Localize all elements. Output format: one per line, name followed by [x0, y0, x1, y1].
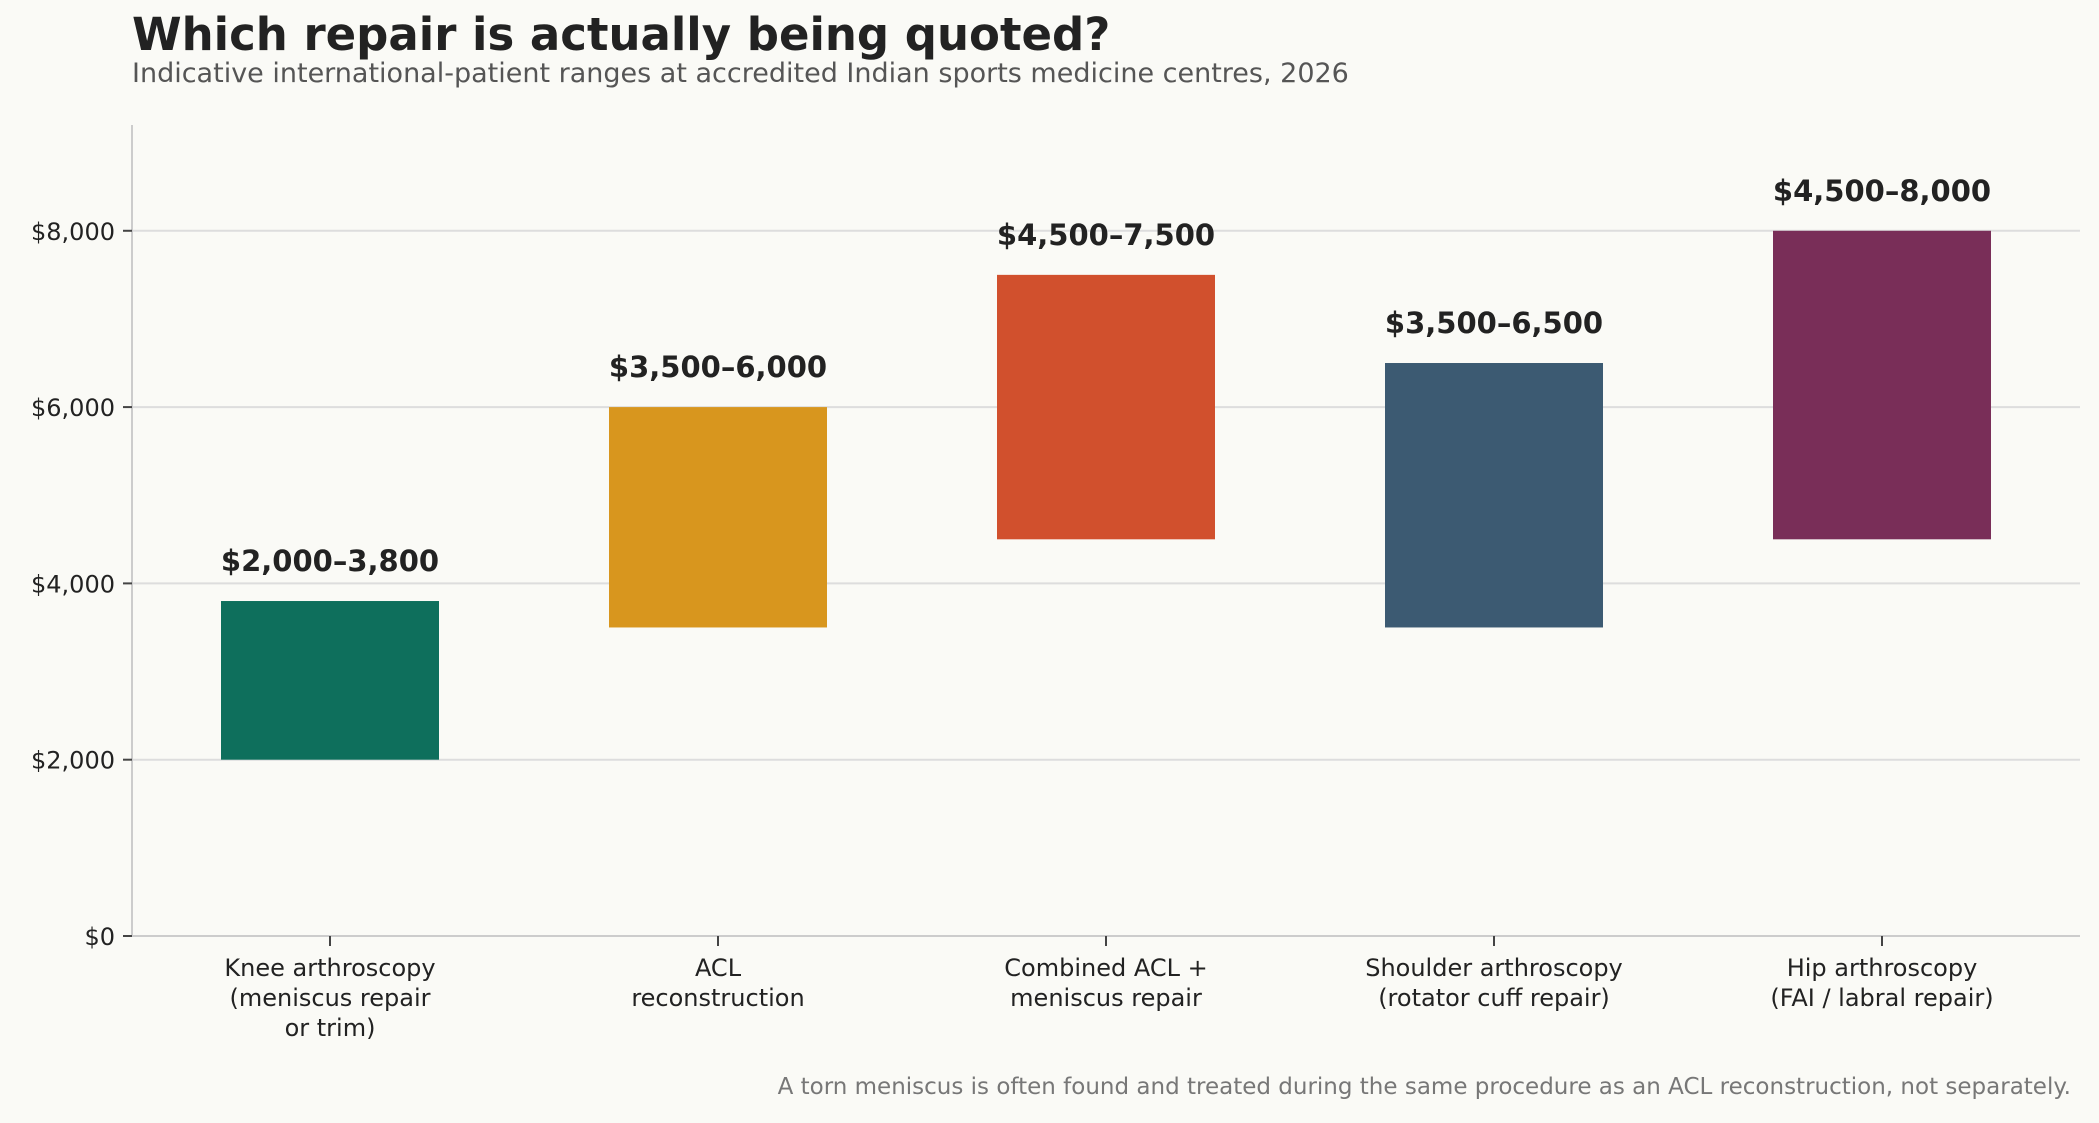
- chart-title: Which repair is actually being quoted?: [132, 8, 1111, 61]
- x-category-label: Hip arthroscopy: [1787, 954, 1978, 982]
- range-bar: [1385, 363, 1603, 628]
- x-category-label: (FAI / labral repair): [1770, 984, 1993, 1012]
- x-category-label: Knee arthroscopy: [224, 954, 435, 982]
- bar-value-label: $3,500–6,500: [1385, 306, 1603, 340]
- range-bar: [221, 601, 439, 760]
- range-bar: [1773, 230, 1991, 540]
- x-category-label: or trim): [285, 1014, 376, 1042]
- chart-footnote: A torn meniscus is often found and treat…: [777, 1074, 2071, 1100]
- bar-value-label: $2,000–3,800: [221, 544, 439, 578]
- x-category-label: (meniscus repair: [229, 984, 430, 1012]
- y-tick-label: $4,000: [31, 570, 115, 598]
- bar-value-label: $3,500–6,000: [609, 350, 827, 384]
- y-tick-label: $8,000: [31, 218, 115, 246]
- x-category-label: ACL: [695, 954, 742, 982]
- x-category-label: Shoulder arthroscopy: [1365, 954, 1623, 982]
- bar-value-label: $4,500–8,000: [1773, 174, 1991, 208]
- x-category-label: (rotator cuff repair): [1378, 984, 1610, 1012]
- chart-subtitle: Indicative international-patient ranges …: [132, 58, 1349, 89]
- x-category-label: reconstruction: [631, 984, 804, 1012]
- range-bar: [997, 274, 1215, 540]
- y-tick-label: $2,000: [31, 747, 115, 775]
- bar-value-label: $4,500–7,500: [997, 218, 1215, 252]
- range-bar: [609, 407, 827, 628]
- x-category-label: Combined ACL +: [1004, 954, 1207, 982]
- y-tick-label: $0: [84, 923, 115, 951]
- x-category-label: meniscus repair: [1010, 984, 1202, 1012]
- y-tick-label: $6,000: [31, 394, 115, 422]
